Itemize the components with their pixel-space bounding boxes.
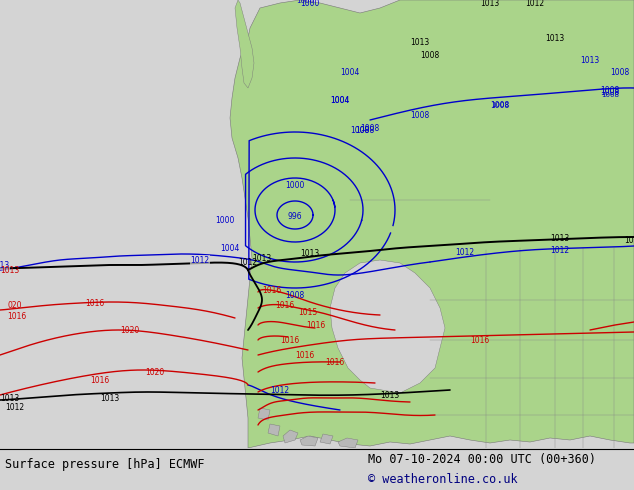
Polygon shape (300, 436, 318, 446)
Text: 1013: 1013 (380, 391, 399, 399)
Text: 1008: 1008 (600, 88, 619, 97)
Text: 1012: 1012 (550, 245, 569, 254)
Polygon shape (258, 408, 270, 420)
Text: 1012: 1012 (526, 0, 545, 7)
Text: 1016: 1016 (470, 336, 489, 344)
Text: 1012: 1012 (271, 386, 290, 394)
Text: 1016: 1016 (91, 375, 110, 385)
Text: 1013: 1013 (252, 253, 271, 263)
Text: 1000: 1000 (285, 180, 305, 190)
Text: 1008: 1008 (285, 291, 304, 299)
Text: 1013: 1013 (100, 393, 120, 402)
Text: 1004: 1004 (220, 244, 240, 252)
Text: 1012: 1012 (238, 258, 257, 267)
Text: 1008: 1008 (491, 102, 509, 108)
Text: 1016: 1016 (86, 298, 105, 308)
Text: 1008: 1008 (611, 68, 630, 76)
Text: 1013: 1013 (624, 236, 634, 245)
Text: 1016: 1016 (262, 286, 281, 294)
Text: 1016: 1016 (295, 350, 314, 360)
Text: 020: 020 (8, 300, 22, 310)
Text: 1004: 1004 (330, 96, 350, 104)
Polygon shape (320, 434, 333, 444)
Text: 1016: 1016 (306, 320, 326, 329)
Text: 1012: 1012 (190, 255, 210, 265)
Text: 1015: 1015 (299, 308, 318, 317)
Polygon shape (230, 0, 634, 448)
Text: 1008: 1008 (420, 50, 439, 59)
Text: 1004: 1004 (330, 96, 350, 104)
Text: 1020: 1020 (120, 325, 139, 335)
Text: 1013: 1013 (545, 33, 565, 43)
Text: 1004: 1004 (340, 68, 359, 76)
Polygon shape (283, 430, 298, 443)
Text: 1013: 1013 (410, 38, 430, 47)
Polygon shape (338, 438, 358, 448)
Text: 1008: 1008 (351, 125, 370, 134)
Text: 1013: 1013 (550, 234, 569, 243)
Text: 1000: 1000 (301, 0, 320, 7)
Text: 1008: 1008 (600, 85, 619, 95)
Text: Surface pressure [hPa] ECMWF: Surface pressure [hPa] ECMWF (5, 458, 205, 471)
Text: 1012: 1012 (455, 247, 475, 256)
Text: 1013: 1013 (1, 393, 20, 402)
Polygon shape (330, 260, 445, 393)
Text: 1013: 1013 (0, 261, 10, 270)
Text: 1012: 1012 (6, 402, 25, 412)
Text: 1016: 1016 (275, 300, 295, 310)
Text: 1013: 1013 (481, 0, 500, 7)
Text: 1000: 1000 (296, 0, 314, 4)
Text: 996: 996 (288, 212, 302, 220)
Text: 1008: 1008 (360, 123, 380, 132)
Polygon shape (235, 0, 254, 88)
Text: 1008: 1008 (356, 125, 375, 134)
Text: 1008: 1008 (490, 100, 510, 109)
Text: 1013: 1013 (301, 248, 320, 258)
Text: 1013: 1013 (1, 266, 20, 274)
Text: 1008: 1008 (601, 92, 619, 98)
Text: Mo 07-10-2024 00:00 UTC (00+360): Mo 07-10-2024 00:00 UTC (00+360) (368, 453, 596, 466)
Text: 1016: 1016 (280, 336, 300, 344)
Text: 1013: 1013 (580, 55, 600, 65)
Text: 1008: 1008 (410, 111, 430, 120)
Text: © weatheronline.co.uk: © weatheronline.co.uk (368, 473, 517, 486)
Text: 1016: 1016 (325, 358, 345, 367)
Text: 1000: 1000 (216, 216, 235, 224)
Polygon shape (268, 424, 280, 436)
Text: 1016: 1016 (8, 312, 27, 320)
Text: 1020: 1020 (145, 368, 165, 376)
